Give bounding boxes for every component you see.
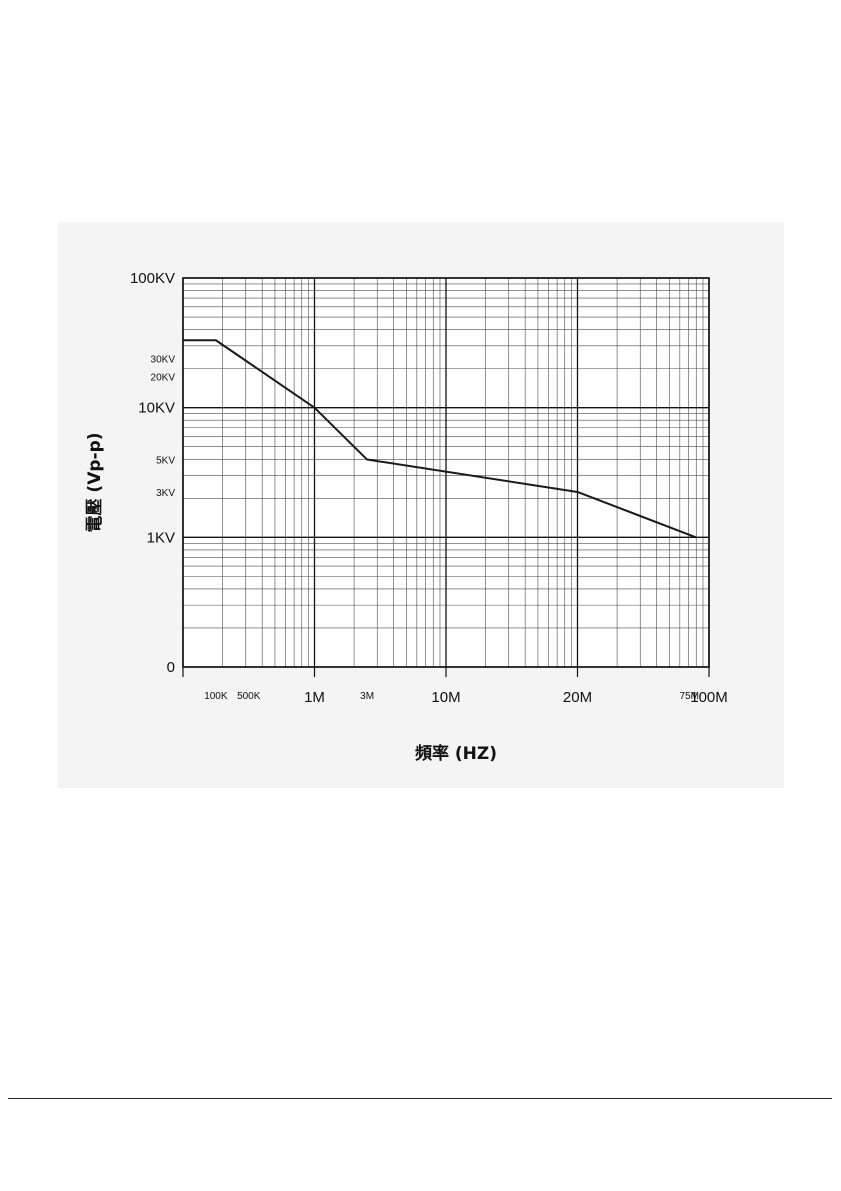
- data-point: [182, 339, 184, 342]
- y-tick-label: 1KV: [147, 529, 175, 546]
- data-point: [576, 491, 579, 493]
- x-tick-label: 20M: [563, 689, 592, 706]
- data-point: [313, 406, 316, 409]
- y-tick-label: 10KV: [138, 400, 175, 417]
- y-tick-label: 20KV: [151, 373, 176, 384]
- data-point: [366, 458, 368, 461]
- data-point: [695, 536, 697, 539]
- y-tick-label: 30KV: [151, 354, 176, 365]
- y-axis-title: 電壓 (Vp-p): [85, 432, 105, 532]
- y-tick-label: 3KV: [156, 488, 175, 499]
- y-tick-label: 100KV: [130, 270, 175, 287]
- series-line: [183, 339, 697, 539]
- y-tick-label: 0: [167, 659, 175, 676]
- x-tick-label: 3M: [360, 691, 374, 702]
- x-axis-title: 頻率 (HZ): [414, 743, 497, 764]
- x-tick-label: 1M: [304, 689, 325, 706]
- x-tick-label: 100K: [204, 691, 228, 702]
- y-tick-label: 5KV: [156, 456, 175, 467]
- x-tick-label: 75M: [680, 691, 699, 702]
- data-point: [215, 339, 217, 342]
- x-tick-label: 10M: [431, 689, 460, 706]
- footer-rule: [8, 1098, 832, 1099]
- x-tick-label: 500K: [237, 691, 261, 702]
- chart-panel: 100K 500K 1M 3M 10M 20M 75M 100M 0 1KV 3KV 5KV 10KV 2…: [58, 222, 784, 788]
- x-tick-label: 100M: [690, 689, 728, 706]
